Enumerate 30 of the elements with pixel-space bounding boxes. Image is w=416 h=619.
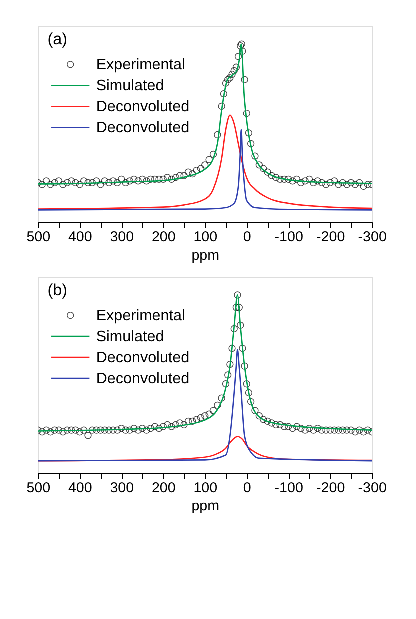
x-tick-label: 100	[194, 480, 218, 497]
legend-label: Experimental	[96, 56, 186, 74]
legend-label: Deconvoluted	[96, 98, 190, 116]
x-tick-label: 300	[110, 230, 134, 246]
x-tick-label: 0	[243, 480, 252, 497]
x-axis-title: ppm	[192, 498, 220, 515]
x-tick-label: -200	[316, 480, 346, 497]
x-tick-label: -200	[316, 230, 346, 246]
x-tick-label: -100	[274, 230, 304, 246]
x-tick-label: 0	[243, 230, 252, 246]
legend-label: Deconvoluted	[96, 370, 190, 388]
legend-label: Simulated	[96, 77, 164, 94]
legend-label: Deconvoluted	[96, 119, 190, 136]
x-tick-label: 200	[152, 230, 176, 246]
x-tick-label: 100	[194, 230, 218, 246]
x-axis-title: ppm	[192, 248, 220, 264]
x-tick-label: 500	[26, 480, 51, 497]
x-tick-label: 300	[110, 480, 134, 497]
x-tick-label: 400	[68, 230, 92, 246]
annotation: (b)	[48, 282, 68, 300]
legend-label: Deconvoluted	[96, 349, 190, 366]
legend-label: Experimental	[96, 307, 186, 324]
x-tick-label: -300	[358, 230, 387, 246]
x-tick-label: 400	[68, 480, 92, 497]
legend-label: Simulated	[96, 328, 164, 346]
x-tick-label: 500	[26, 230, 51, 246]
x-tick-label: 200	[152, 480, 176, 497]
x-tick-label: -100	[274, 480, 304, 497]
x-tick-label: -300	[358, 480, 387, 497]
annotation: (a)	[48, 30, 68, 49]
